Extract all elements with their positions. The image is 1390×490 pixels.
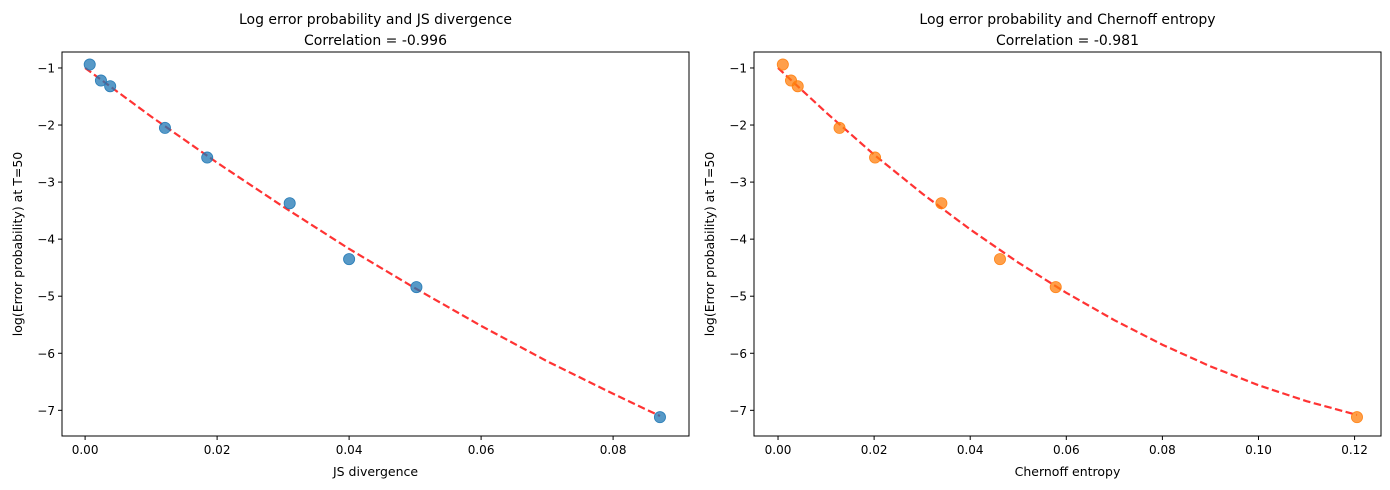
x-tick-label: 0.12	[1341, 443, 1368, 457]
scatter-point	[283, 197, 296, 210]
x-tick-label: 0.02	[204, 443, 231, 457]
chart-title: Log error probability and JS divergence	[239, 12, 512, 28]
y-tick-label: −3	[37, 176, 55, 190]
x-axis-label: Chernoff entropy	[1015, 464, 1121, 479]
fit-line	[84, 67, 661, 418]
x-tick-label: 0.08	[600, 443, 627, 457]
scatter-point	[158, 121, 171, 134]
x-tick-label: 0.00	[765, 443, 792, 457]
scatter-point	[410, 281, 423, 294]
scatter-point	[791, 80, 804, 93]
y-tick-label: −2	[37, 119, 55, 133]
fit-line	[777, 67, 1358, 416]
y-tick-label: −1	[729, 61, 747, 75]
x-tick-label: 0.04	[957, 443, 984, 457]
scatter-point	[201, 151, 214, 164]
chart-subtitle: Correlation = -0.981	[996, 33, 1139, 49]
x-tick-label: 0.08	[1149, 443, 1176, 457]
y-axis-label: log(Error probability) at T=50	[702, 152, 717, 337]
x-tick-label: 0.06	[1053, 443, 1080, 457]
scatter-point	[1350, 411, 1363, 424]
y-tick-label: −1	[37, 61, 55, 75]
scatter-point	[935, 197, 948, 210]
scatter-point	[343, 253, 356, 266]
x-tick-label: 0.02	[861, 443, 888, 457]
x-tick-label: 0.10	[1245, 443, 1272, 457]
x-tick-label: 0.06	[468, 443, 495, 457]
y-tick-label: −5	[729, 290, 747, 304]
scatter-point	[833, 121, 846, 134]
y-tick-label: −4	[729, 233, 747, 247]
scatter-point	[94, 74, 107, 87]
scatter-point	[104, 80, 117, 93]
scatter-point	[83, 58, 96, 71]
axes-frame	[753, 51, 1382, 437]
y-tick-label: −5	[37, 290, 55, 304]
scatter-point	[993, 253, 1006, 266]
y-tick-label: −2	[729, 119, 747, 133]
chart-panel-2: Log error probability and Chernoff entro…	[702, 12, 1382, 479]
y-tick-label: −7	[729, 404, 747, 418]
y-tick-label: −3	[729, 176, 747, 190]
scatter-point	[776, 58, 789, 71]
y-tick-label: −6	[37, 347, 55, 361]
y-tick-label: −4	[37, 233, 55, 247]
scatter-point	[869, 151, 882, 164]
scatter-point	[653, 411, 666, 424]
x-tick-label: 0.04	[336, 443, 363, 457]
axes-frame	[61, 51, 690, 437]
x-tick-label: 0.00	[72, 443, 99, 457]
chart-title: Log error probability and Chernoff entro…	[919, 12, 1215, 28]
y-tick-label: −6	[729, 347, 747, 361]
x-axis-label: JS divergence	[332, 464, 418, 479]
y-tick-label: −7	[37, 404, 55, 418]
y-axis-label: log(Error probability) at T=50	[10, 152, 25, 337]
chart-panel-1: Log error probability and JS divergence C…	[10, 12, 690, 479]
scatter-point	[1049, 281, 1062, 294]
chart-subtitle: Correlation = -0.996	[304, 33, 447, 49]
